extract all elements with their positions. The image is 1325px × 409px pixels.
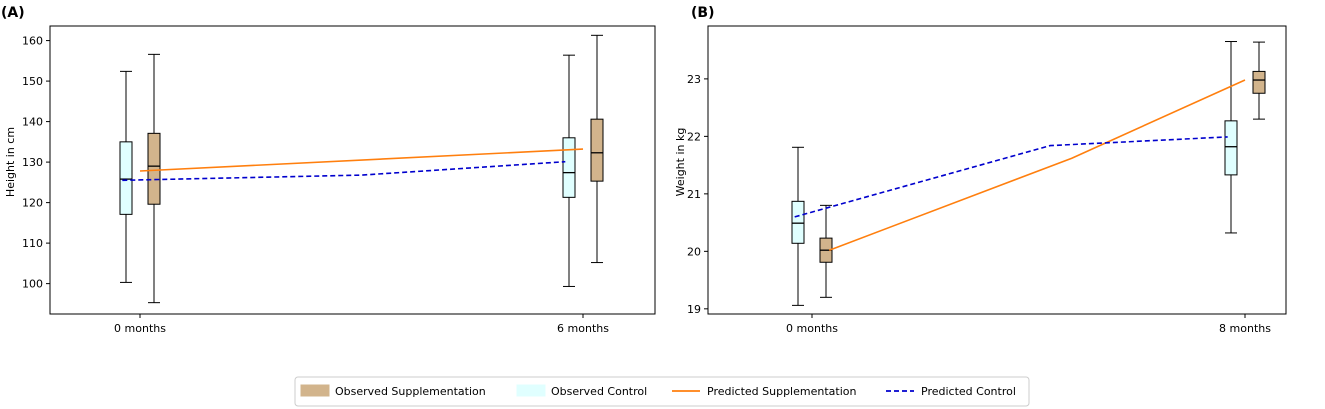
x-tick-label-1: 8 months	[1219, 322, 1271, 335]
x-tick-label-1: 6 months	[557, 322, 609, 335]
legend-label-observed-supplementation: Observed Supplementation	[335, 385, 486, 398]
line-predicted-control	[122, 160, 566, 182]
panel-a-marks: 100 110 120 130 140 150 160 0 months 6 months	[22, 35, 609, 335]
box-control-0	[791, 200, 805, 244]
legend-label-observed-control: Observed Control	[551, 385, 647, 398]
y-tick-label-110: 110	[22, 237, 43, 250]
panel-b: (B) Weight in kg 19 20 21 22 23 0 months 8 mon…	[674, 5, 1287, 335]
legend-label-predicted-supplementation: Predicted Supplementation	[707, 385, 856, 398]
y-tick-label-23: 23	[687, 73, 701, 86]
legend-label-predicted-control: Predicted Control	[921, 385, 1016, 398]
x-tick-label-0: 0 months	[114, 322, 166, 335]
box-control-1	[1224, 120, 1238, 176]
y-tick-label-100: 100	[22, 278, 43, 291]
y-axis-label-b: Weight in kg	[674, 128, 687, 197]
box-supplementation-0	[147, 132, 161, 205]
y-tick-label-21: 21	[687, 188, 701, 201]
panel-b-marks: 19 20 21 22 23 0 months 8 months	[687, 41, 1271, 335]
y-tick-label-22: 22	[687, 130, 701, 143]
y-axis-label-a: Height in cm	[4, 127, 17, 197]
panel-label-a: (A)	[1, 5, 25, 21]
y-tick-label-20: 20	[687, 245, 701, 258]
legend-swatch-observed-supplementation	[300, 384, 330, 397]
y-tick-label-140: 140	[22, 116, 43, 129]
panel-a: (A) Height in cm 100 110 120 130 140 150 160 0 …	[1, 5, 656, 335]
line-predicted-supplementation	[139, 148, 584, 172]
y-tick-label-120: 120	[22, 197, 43, 210]
legend: Observed Supplementation Observed Contro…	[294, 376, 1030, 407]
y-tick-label-160: 160	[22, 35, 43, 48]
plot-frame-a	[49, 25, 656, 315]
y-tick-label-150: 150	[22, 75, 43, 88]
box-supplementation-1	[590, 118, 604, 182]
legend-frame	[294, 376, 1030, 407]
box-supplementation-1	[1252, 70, 1266, 94]
box-control-0	[119, 141, 133, 215]
line-predicted-supplementation	[829, 79, 1246, 251]
legend-swatch-observed-control	[516, 384, 546, 397]
y-tick-label-19: 19	[687, 303, 701, 316]
box-control-1	[562, 137, 576, 198]
line-predicted-control	[794, 136, 1228, 218]
panel-label-b: (B)	[691, 5, 714, 21]
plot-frame-b	[707, 25, 1287, 315]
x-tick-label-0: 0 months	[786, 322, 838, 335]
y-tick-label-130: 130	[22, 156, 43, 169]
